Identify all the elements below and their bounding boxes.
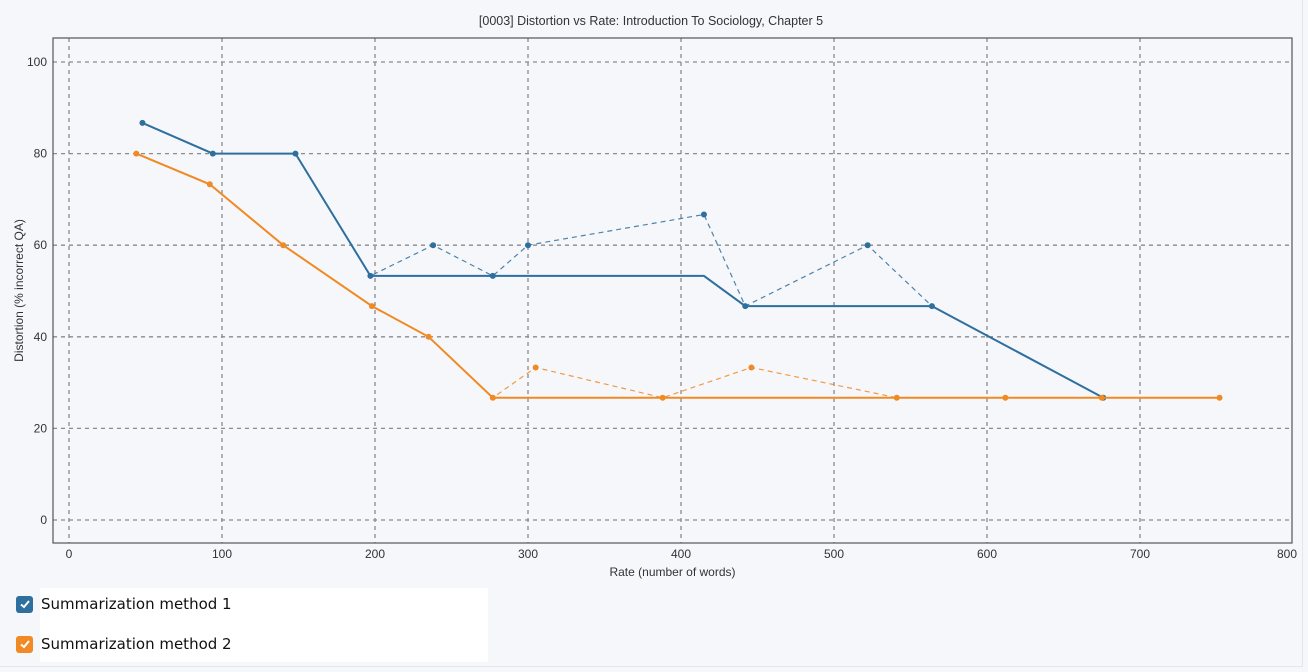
y-tick-label: 100 bbox=[27, 55, 47, 69]
data-point[interactable] bbox=[139, 119, 146, 126]
legend-background bbox=[40, 588, 488, 662]
legend-label: Summarization method 1 bbox=[41, 595, 232, 613]
data-point[interactable] bbox=[532, 364, 539, 371]
y-tick-label: 0 bbox=[40, 513, 47, 527]
data-point[interactable] bbox=[368, 303, 375, 310]
x-tick-label: 800 bbox=[1277, 547, 1297, 561]
series-dashed-line bbox=[142, 122, 1104, 399]
x-tick-label: 200 bbox=[365, 547, 385, 561]
x-tick-label: 0 bbox=[66, 547, 73, 561]
data-point[interactable] bbox=[367, 272, 374, 279]
x-tick-label: 400 bbox=[671, 547, 691, 561]
data-point[interactable] bbox=[659, 394, 666, 401]
data-point[interactable] bbox=[525, 242, 531, 249]
x-tick-label: 300 bbox=[518, 547, 538, 561]
y-tick-label: 20 bbox=[34, 421, 48, 435]
data-point[interactable] bbox=[209, 150, 216, 157]
data-point[interactable] bbox=[133, 150, 140, 157]
x-tick-label: 500 bbox=[824, 547, 844, 561]
x-tick-label: 100 bbox=[212, 547, 232, 561]
x-axis-label: Rate (number of words) bbox=[609, 565, 735, 579]
legend-item-method-1[interactable]: Summarization method 1 bbox=[16, 595, 232, 613]
data-point[interactable] bbox=[700, 211, 707, 218]
series-2 bbox=[133, 150, 1223, 401]
checkbox-checked-icon[interactable] bbox=[16, 635, 33, 653]
data-point[interactable] bbox=[742, 303, 749, 310]
series-1 bbox=[139, 119, 1107, 401]
data-point[interactable] bbox=[864, 242, 871, 249]
series-frontier-line bbox=[142, 121, 1104, 399]
legend-item-method-2[interactable]: Summarization method 2 bbox=[16, 635, 232, 653]
y-axis-label: Distortion (% incorrect QA) bbox=[12, 219, 26, 362]
plot-frame bbox=[52, 37, 1293, 544]
data-point[interactable] bbox=[489, 272, 496, 279]
y-tick-label: 60 bbox=[34, 238, 48, 252]
y-tick-label: 40 bbox=[34, 330, 48, 344]
x-tick-label: 600 bbox=[977, 547, 997, 561]
chart-title: [0003] Distortion vs Rate: Introduction … bbox=[478, 14, 824, 28]
legend: Summarization method 1 Summarization met… bbox=[8, 588, 488, 662]
data-point[interactable] bbox=[1098, 394, 1105, 401]
line-chart: 0 100 200 300 400 500 600 700 800 0 20 40 60 80 100 Rat… bbox=[12, 37, 1297, 579]
data-point[interactable] bbox=[425, 333, 432, 340]
y-tick-label: 80 bbox=[34, 147, 48, 161]
data-point[interactable] bbox=[489, 394, 496, 401]
legend-label: Summarization method 2 bbox=[41, 635, 232, 653]
data-point[interactable] bbox=[1216, 394, 1223, 401]
data-point[interactable] bbox=[292, 150, 299, 157]
grid bbox=[53, 38, 1292, 543]
data-point[interactable] bbox=[748, 364, 755, 371]
data-point[interactable] bbox=[280, 242, 287, 249]
data-point[interactable] bbox=[893, 394, 900, 401]
data-point[interactable] bbox=[1002, 394, 1009, 401]
checkbox-checked-icon[interactable] bbox=[16, 595, 33, 613]
data-point[interactable] bbox=[430, 242, 437, 249]
data-point[interactable] bbox=[928, 303, 935, 310]
data-point[interactable] bbox=[206, 181, 213, 188]
x-tick-label: 700 bbox=[1130, 547, 1150, 561]
